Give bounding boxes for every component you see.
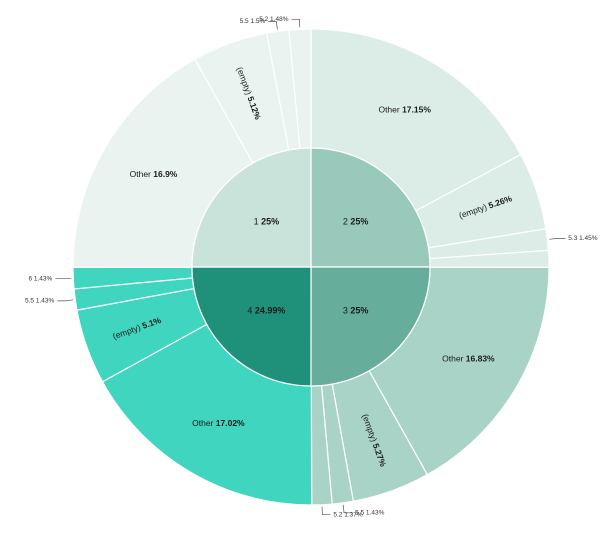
outer-ring	[72, 28, 550, 506]
slice-percent: 16.83%	[466, 354, 495, 364]
outer-label-10: 5.5 1.43%	[25, 298, 54, 305]
outer-label-7: 5.2 1.37%	[333, 511, 362, 518]
slice-name: Other	[378, 105, 402, 115]
outer-label-11: 6 1.43%	[28, 275, 52, 282]
slice-name: 1	[254, 217, 262, 227]
slice-percent: 25%	[350, 217, 368, 227]
inner-slice-4	[191, 266, 312, 387]
leader-line-7	[321, 506, 331, 516]
inner-ring	[191, 147, 431, 387]
inner-label-1: 1 25%	[254, 217, 280, 227]
slice-name: 4	[247, 306, 255, 316]
inner-label-3: 3 25%	[343, 306, 369, 316]
inner-slice-3	[310, 266, 431, 387]
inner-slice-2	[310, 147, 431, 268]
inner-label-4: 4 24.99%	[247, 306, 285, 316]
slice-percent: 16.9%	[153, 169, 178, 179]
leader-line-6	[342, 504, 353, 514]
outer-label-8: Other 17.02%	[192, 418, 245, 428]
outer-label-4: Other 16.83%	[442, 354, 495, 364]
slice-name: Other	[442, 354, 466, 364]
leader-line-10	[57, 299, 74, 302]
slice-percent: 17.15%	[402, 105, 431, 115]
slice-name: Other	[192, 418, 216, 428]
slice-percent: 24.99%	[255, 306, 286, 316]
inner-label-2: 2 25%	[343, 217, 369, 227]
slice-percent: 25%	[350, 306, 368, 316]
slice-name: 3	[343, 306, 351, 316]
outer-label-12: Other 16.9%	[130, 169, 178, 179]
leader-line-15	[291, 18, 301, 28]
slice-percent: 25%	[261, 217, 279, 227]
slice-name: Other	[130, 169, 154, 179]
outer-label-0: Other 17.15%	[378, 105, 431, 115]
outer-label-2: 5.3 1.45%	[568, 235, 597, 242]
inner-slice-1	[191, 147, 312, 268]
outer-label-15: 5.2 1.48%	[259, 16, 288, 23]
leader-line-2	[549, 238, 566, 240]
outer-label-6: 5.5 1.43%	[355, 510, 384, 517]
slice-name: 2	[343, 217, 351, 227]
slice-percent: 17.02%	[216, 418, 245, 428]
outer-label-14: 5.5 1.5%	[240, 18, 266, 25]
leader-line-14	[268, 21, 278, 30]
